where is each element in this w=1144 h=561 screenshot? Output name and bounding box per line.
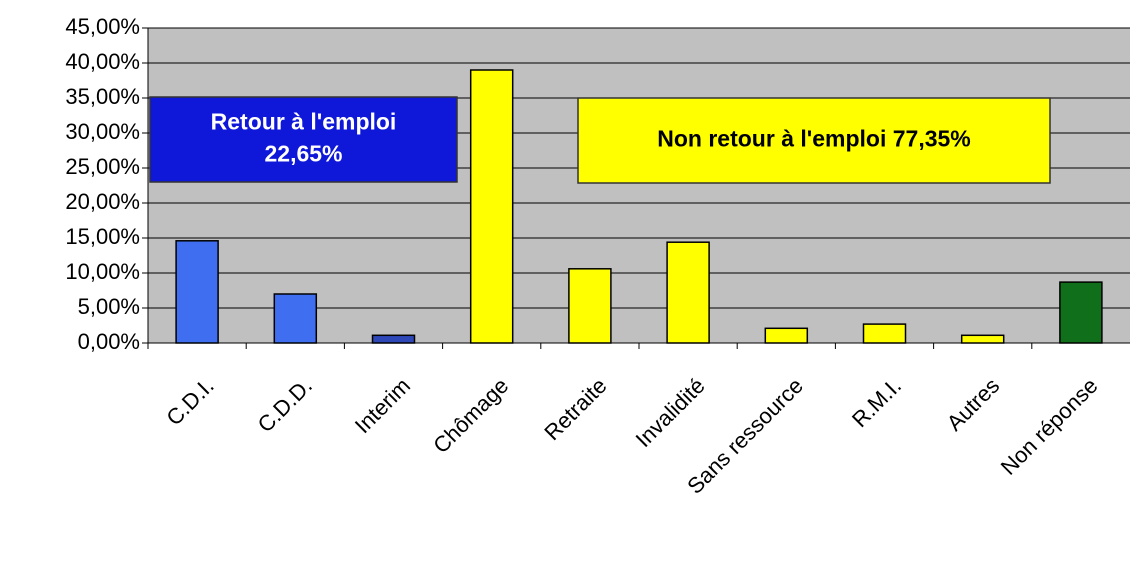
annotation-text: Retour à l'emploi	[211, 109, 397, 135]
bar	[371, 334, 416, 344]
y-tick-label: 35,00%	[65, 84, 140, 109]
bar	[273, 293, 318, 344]
y-tick-label: 15,00%	[65, 224, 140, 249]
y-tick-label: 0,00%	[78, 329, 140, 354]
x-tick-label: C.D.I.	[161, 373, 218, 430]
bar	[469, 69, 514, 344]
bar	[862, 323, 907, 344]
y-tick-label: 45,00%	[65, 14, 140, 39]
x-tick-label: Chômage	[428, 373, 513, 458]
bar	[764, 327, 809, 344]
bar	[960, 334, 1005, 344]
y-tick-label: 25,00%	[65, 154, 140, 179]
x-tick-label: Invalidité	[631, 373, 710, 452]
y-tick-label: 10,00%	[65, 259, 140, 284]
x-tick-label: Retraite	[539, 373, 611, 445]
bar	[568, 268, 612, 344]
x-tick-label: Interim	[350, 373, 415, 438]
x-tick-label: Non réponse	[996, 373, 1103, 480]
annotation-box	[577, 97, 1051, 184]
annotation-text: Non retour à l'emploi 77,35%	[657, 126, 971, 152]
y-tick-label: 30,00%	[65, 119, 140, 144]
bar	[666, 241, 710, 344]
y-tick-label: 20,00%	[65, 189, 140, 214]
x-tick-label: C.D.D.	[253, 373, 317, 437]
x-tick-label: R.M.I.	[847, 373, 906, 432]
bar	[175, 240, 219, 344]
plot-area	[148, 28, 1130, 343]
bar	[1059, 281, 1103, 344]
annotation-box	[149, 96, 458, 183]
y-tick-label: 5,00%	[78, 294, 140, 319]
annotation-text: 22,65%	[264, 141, 342, 167]
x-tick-label: Autres	[942, 373, 1005, 436]
y-tick-label: 40,00%	[65, 49, 140, 74]
